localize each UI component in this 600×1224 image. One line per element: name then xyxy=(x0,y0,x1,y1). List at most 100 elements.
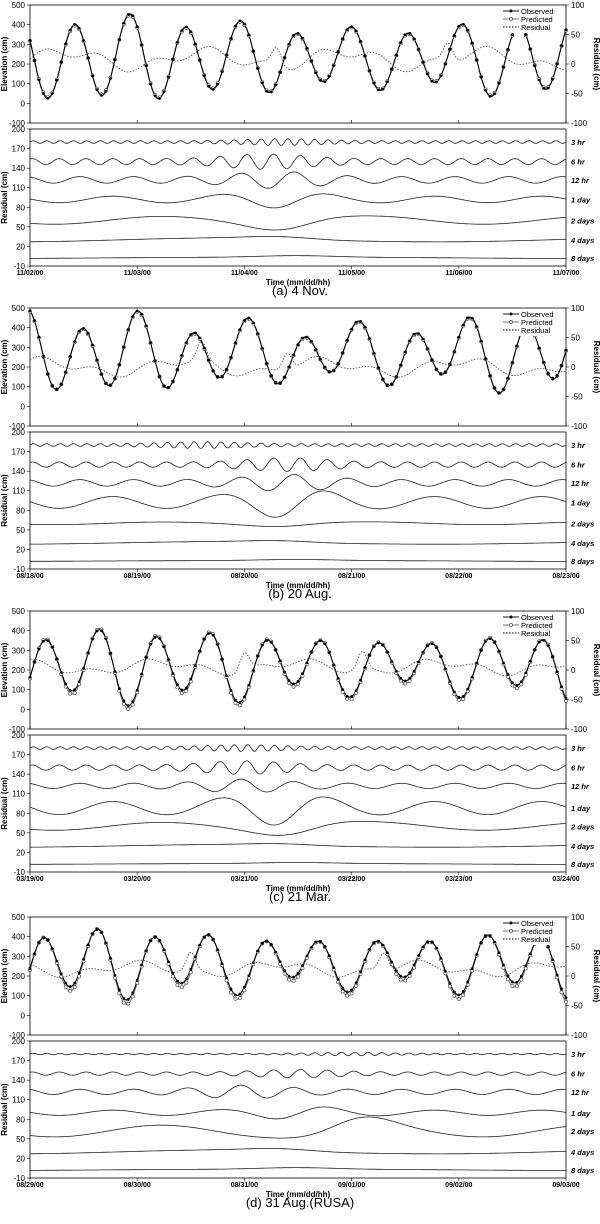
marker-observed xyxy=(95,629,99,633)
marker-observed xyxy=(162,948,166,952)
marker-observed xyxy=(301,36,304,40)
marker-observed xyxy=(417,660,420,664)
legend-label: Observed xyxy=(521,919,554,928)
marker-observed xyxy=(502,65,505,69)
marker-observed xyxy=(149,939,153,943)
marker-predicted xyxy=(121,1000,126,1005)
marker-observed xyxy=(64,370,68,374)
legend-marker xyxy=(509,312,513,316)
legend-marker xyxy=(509,9,513,13)
marker-observed xyxy=(368,69,371,73)
marker-observed xyxy=(131,315,135,318)
marker-observed xyxy=(278,381,282,385)
marker-observed xyxy=(193,42,197,46)
marker-observed xyxy=(479,339,483,343)
marker-observed xyxy=(234,24,237,28)
marker-predicted xyxy=(291,978,296,983)
marker-observed xyxy=(216,82,220,86)
band-line-3-hr xyxy=(29,1051,567,1057)
marker-observed xyxy=(149,642,153,646)
marker-observed xyxy=(158,97,161,100)
y-tick-label-bottom: 80 xyxy=(16,203,25,212)
marker-observed xyxy=(435,367,438,371)
y-tick-label-bottom: 50 xyxy=(16,1135,25,1144)
marker-observed xyxy=(180,29,184,32)
marker-observed xyxy=(135,309,139,313)
series-line-predicted xyxy=(29,928,567,1005)
chart-panel-3: 5004003002001000-100100500-50-100Elevati… xyxy=(0,607,600,904)
marker-observed xyxy=(184,25,188,29)
marker-observed xyxy=(171,672,175,675)
y-tick-label-right: 0 xyxy=(571,972,576,981)
y-tick-label-right: -50 xyxy=(571,90,583,99)
marker-observed xyxy=(28,39,32,42)
y-tick-label-right: 0 xyxy=(571,60,576,69)
x-tick-label: 08/22/00 xyxy=(445,573,472,580)
band-label: 8 days xyxy=(571,254,594,263)
marker-predicted xyxy=(229,990,233,995)
y-tick-label-right: -50 xyxy=(571,1002,583,1011)
y-axis-label-bottom: Residual (cm) xyxy=(0,777,9,830)
panel-caption: (a) 4 Nov. xyxy=(272,283,328,298)
legend-label: Predicted xyxy=(521,15,553,24)
x-axis-label: Time (mm/dd/hh) xyxy=(266,884,331,893)
y-tick-label-right: 100 xyxy=(571,607,585,616)
marker-observed xyxy=(430,358,434,362)
marker-observed xyxy=(497,951,501,955)
marker-observed xyxy=(202,637,206,641)
marker-observed xyxy=(260,346,264,350)
y-tick-label-bottom: 140 xyxy=(12,1076,26,1085)
marker-observed xyxy=(314,348,318,352)
marker-observed xyxy=(528,659,532,663)
band-line-8-days xyxy=(29,862,566,865)
marker-observed xyxy=(318,357,322,361)
marker-observed xyxy=(243,319,246,322)
marker-observed xyxy=(265,939,269,943)
marker-predicted xyxy=(300,966,305,971)
marker-observed xyxy=(198,336,202,340)
band-line-1-day xyxy=(29,796,567,826)
marker-observed xyxy=(42,936,45,940)
marker-observed xyxy=(377,88,380,92)
marker-predicted xyxy=(68,989,73,993)
marker-observed xyxy=(444,370,447,374)
y-tick-label-left: 500 xyxy=(12,913,26,922)
y-tick-label-left: 100 xyxy=(12,992,26,1001)
y-axis-label-bottom: Residual (cm) xyxy=(0,171,9,224)
band-line-4-days xyxy=(30,236,567,243)
marker-observed xyxy=(408,676,412,680)
marker-observed xyxy=(381,943,385,947)
marker-observed xyxy=(198,58,202,62)
marker-observed xyxy=(55,78,59,82)
marker-observed xyxy=(211,87,215,91)
marker-observed xyxy=(560,364,563,367)
marker-observed xyxy=(323,945,327,948)
y-tick-label-bottom: 50 xyxy=(16,829,25,838)
marker-observed xyxy=(64,42,68,46)
x-tick-label: 03/21/00 xyxy=(231,876,258,883)
marker-observed xyxy=(256,949,260,953)
marker-observed xyxy=(55,657,59,661)
marker-observed xyxy=(42,92,45,95)
marker-observed xyxy=(336,676,340,680)
marker-observed xyxy=(91,637,94,641)
marker-observed xyxy=(77,971,81,975)
marker-observed xyxy=(519,974,523,978)
band-line-2-days xyxy=(30,521,567,527)
marker-observed xyxy=(122,345,126,349)
marker-predicted xyxy=(175,685,180,690)
series-line-predicted xyxy=(29,311,567,394)
top-plot-frame xyxy=(29,610,567,730)
marker-observed xyxy=(444,969,447,973)
marker-observed xyxy=(484,357,487,361)
marker-observed xyxy=(310,945,313,949)
marker-observed xyxy=(479,941,483,945)
band-line-6-hr xyxy=(29,153,567,170)
marker-observed xyxy=(278,659,282,663)
x-tick-label: 08/29/00 xyxy=(16,1182,43,1189)
x-tick-label: 08/21/00 xyxy=(338,573,365,580)
marker-observed xyxy=(225,368,228,372)
marker-observed xyxy=(238,700,242,704)
y-tick-label-bottom: 170 xyxy=(12,1057,26,1066)
